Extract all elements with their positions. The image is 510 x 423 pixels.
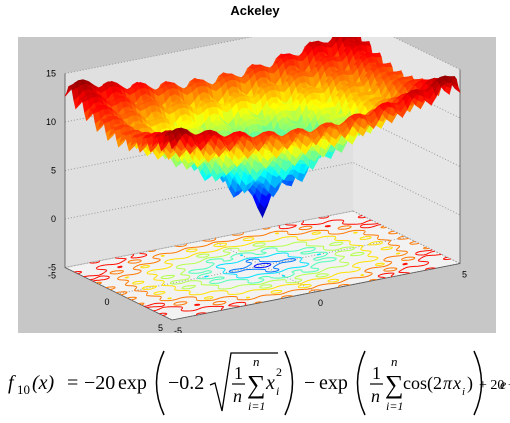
formula-n-a: n bbox=[233, 386, 242, 406]
z-tick-label: 0 bbox=[51, 214, 56, 224]
floor-gridline-y bbox=[208, 238, 317, 293]
formula-exp-1: exp bbox=[118, 372, 147, 394]
formula-subscript-10: 10 bbox=[17, 382, 30, 397]
formula-x-2: x bbox=[452, 373, 461, 393]
formula-sup-2: 2 bbox=[276, 365, 282, 379]
wall-gridline-z bbox=[64, 210, 461, 268]
formula-tail: + 20 + bbox=[473, 350, 510, 416]
formula-e: e bbox=[500, 378, 506, 393]
formula-sigma-a: ∑ bbox=[247, 370, 266, 399]
plot-area: -5 0 5 10 15 -5 0 5 -5 0 5 bbox=[18, 37, 496, 333]
z-tick-label: 15 bbox=[46, 69, 56, 79]
x-tick-label: 0 bbox=[104, 297, 109, 307]
contour-line bbox=[95, 225, 430, 306]
sqrt-sign bbox=[209, 352, 278, 412]
formula-sub-i: i bbox=[276, 384, 279, 398]
y-tick-label: 5 bbox=[462, 270, 467, 280]
formula-plus-20: + 20 + bbox=[479, 378, 510, 393]
x-tick-label: -5 bbox=[48, 271, 56, 281]
formula-x-i: x bbox=[265, 372, 275, 394]
z-tick-label: 5 bbox=[51, 166, 56, 176]
tick-labels: -5 0 5 10 15 -5 0 5 -5 0 5 bbox=[46, 69, 467, 334]
y-tick-label: 0 bbox=[318, 298, 323, 308]
contour-projection bbox=[74, 215, 451, 316]
formula-close-paren: ) bbox=[467, 373, 473, 394]
formula-one-b: 1 bbox=[372, 363, 381, 383]
formula-lhs: f 10 (x) = −20 exp bbox=[8, 372, 147, 397]
formula-n-b: n bbox=[371, 386, 380, 406]
surface-patch bbox=[169, 138, 178, 150]
ackley-formula: f 10 (x) = −20 exp −0.2 1 n n ∑ i=1 x i … bbox=[8, 350, 473, 416]
paren-open-2 bbox=[356, 350, 366, 416]
axis-box-edge bbox=[64, 69, 461, 321]
surface-mesh bbox=[64, 37, 461, 219]
formula-sum-lower-a: i=1 bbox=[248, 399, 265, 413]
formula-pi: π bbox=[443, 373, 453, 393]
formula-first-term: −0.2 1 n n ∑ i=1 x i 2 bbox=[155, 350, 294, 416]
paren-close-1 bbox=[284, 350, 294, 416]
formula-equals: = bbox=[67, 372, 78, 394]
formula-f: f bbox=[8, 372, 16, 394]
paren-open-1 bbox=[155, 350, 165, 416]
wall-gridline-z bbox=[64, 113, 461, 171]
floor-gridline-x bbox=[118, 236, 407, 295]
formula-minus-0-2: −0.2 bbox=[168, 372, 204, 394]
paren-close-2 bbox=[473, 350, 483, 416]
y-tick-label: -5 bbox=[174, 326, 182, 333]
contour-line bbox=[228, 258, 297, 273]
surface-plot: -5 0 5 10 15 -5 0 5 -5 0 5 bbox=[46, 37, 467, 334]
contour-line bbox=[203, 252, 322, 279]
contour-line bbox=[188, 247, 337, 284]
x-tick-label: 5 bbox=[158, 323, 163, 333]
contour-line bbox=[253, 262, 272, 269]
formula-sum-lower-b: i=1 bbox=[386, 399, 403, 413]
wall-gridline-z bbox=[64, 161, 461, 220]
formula-minus-20: −20 bbox=[84, 372, 115, 394]
z-tick-label: -5 bbox=[48, 263, 56, 273]
formula-minus: − bbox=[304, 372, 315, 394]
formula-sum-upper-b: n bbox=[391, 354, 398, 369]
formula-exp-2: exp bbox=[319, 372, 348, 394]
formula-e-wrap: e bbox=[500, 378, 506, 393]
formula-x-arg: (x) bbox=[32, 372, 55, 394]
z-tick-label: 10 bbox=[46, 117, 56, 127]
contour-line bbox=[74, 215, 451, 316]
formula-sum-upper-a: n bbox=[253, 354, 260, 369]
formula-sub-i-2: i bbox=[462, 386, 465, 398]
formula-sigma-b: ∑ bbox=[385, 370, 404, 399]
formula-one-a: 1 bbox=[234, 363, 243, 383]
formula-cos: cos(2 bbox=[403, 373, 442, 394]
contour-line bbox=[124, 231, 401, 300]
formula-second-term: − exp 1 n n ∑ i=1 cos(2 π x i ) bbox=[304, 350, 473, 416]
floor-gridline-x bbox=[64, 210, 354, 268]
floor-gridline-y bbox=[352, 210, 461, 264]
wall-gridline-z bbox=[64, 37, 461, 74]
contour-line bbox=[154, 237, 371, 294]
chart-title: Ackeley bbox=[230, 3, 280, 18]
